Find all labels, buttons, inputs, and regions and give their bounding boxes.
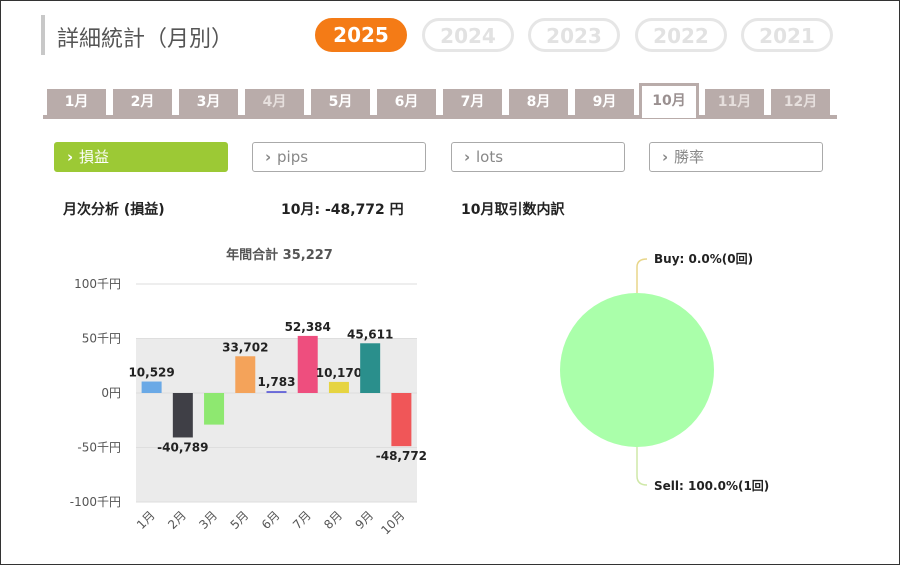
bar	[172, 393, 193, 438]
bar-data-label: 45,611	[347, 327, 393, 341]
pie-slice	[560, 293, 714, 447]
y-tick-label: 100千円	[74, 277, 121, 291]
chevron-right-icon: ›	[67, 148, 74, 166]
bar-data-label: 10,170	[316, 366, 362, 380]
tab-month-10[interactable]: 10月	[639, 83, 699, 118]
x-tick-label: 2月	[165, 508, 189, 532]
x-tick-label: 6月	[259, 508, 283, 532]
tab-month-1[interactable]: 1月	[47, 89, 106, 115]
tab-month-3[interactable]: 3月	[179, 89, 238, 115]
x-tick-label: 1月	[134, 508, 158, 532]
y-tick-label: 0円	[101, 386, 121, 400]
filter-label: pips	[277, 148, 309, 166]
x-tick-label: 10月	[378, 508, 407, 537]
tab-month-9[interactable]: 9月	[575, 89, 634, 115]
bar-data-label: 1,783	[258, 375, 296, 389]
x-tick-label: 9月	[353, 508, 377, 532]
bar	[141, 381, 162, 393]
filter-button-winrate[interactable]: › 勝率	[649, 142, 823, 172]
month-result: 10月: -48,772 円	[281, 202, 404, 218]
filter-label: 勝率	[674, 148, 705, 166]
breakdown-label: 10月取引数内訳	[461, 202, 565, 218]
tab-month-11[interactable]: 11月	[705, 89, 764, 115]
bar	[266, 391, 287, 393]
chevron-right-icon: ›	[662, 148, 669, 166]
bar-data-label: 52,384	[285, 320, 331, 334]
x-tick-label: 8月	[321, 508, 345, 532]
tab-month-7[interactable]: 7月	[443, 89, 502, 115]
chevron-right-icon: ›	[464, 148, 471, 166]
month-tabs: 1月 2月 3月 4月 5月 6月 7月 8月 9月 10月 11月 12月	[43, 83, 837, 119]
tab-month-2[interactable]: 2月	[113, 89, 172, 115]
page-title: 詳細統計（月別）	[57, 27, 234, 52]
y-tick-label: -50千円	[77, 441, 121, 455]
bar-data-label: 10,529	[128, 366, 174, 380]
pie-label: Sell: 100.0%(1回)	[654, 479, 769, 493]
pie-leader-line	[636, 258, 648, 293]
y-tick-label: -100千円	[70, 495, 121, 509]
bar	[235, 356, 256, 393]
tab-month-4[interactable]: 4月	[245, 89, 304, 115]
year-button-2024[interactable]: 2024	[422, 18, 514, 52]
y-tick-label: 50千円	[82, 332, 121, 346]
year-button-2022[interactable]: 2022	[635, 18, 727, 52]
filter-button-lots[interactable]: › lots	[451, 142, 625, 172]
bar	[204, 393, 225, 425]
monthly-pnl-bar-chart: 年間合計 35,227 100千円 50千円 0円 -50千円 -100千円 10,529 1…	[70, 247, 427, 537]
chart-band-bottom	[136, 447, 417, 502]
year-button-2021[interactable]: 2021	[741, 18, 833, 52]
chevron-right-icon: ›	[265, 148, 272, 166]
bar-data-label: 33,702	[222, 340, 268, 354]
bar	[328, 381, 349, 393]
tab-month-5[interactable]: 5月	[311, 89, 370, 115]
chart-title: 年間合計 35,227	[226, 247, 333, 263]
tab-underline	[43, 115, 837, 119]
pie-label: Buy: 0.0%(0回)	[654, 252, 753, 266]
filter-button-pips[interactable]: › pips	[252, 142, 426, 172]
x-tick-label: 5月	[228, 508, 252, 532]
title-bar: 詳細統計（月別）	[41, 15, 233, 55]
bar	[391, 393, 412, 447]
filter-label: lots	[476, 148, 504, 166]
tab-month-8[interactable]: 8月	[509, 89, 568, 115]
tab-month-12[interactable]: 12月	[771, 89, 830, 115]
filter-label: 損益	[79, 148, 110, 166]
tab-month-6[interactable]: 6月	[377, 89, 436, 115]
x-tick-label: 7月	[290, 508, 314, 532]
year-button-2025[interactable]: 2025	[315, 18, 407, 52]
bar-data-label: -40,789	[157, 440, 208, 454]
x-tick-label: 3月	[196, 508, 220, 532]
analysis-label: 月次分析 (損益)	[63, 202, 165, 218]
bar-data-label: -48,772	[376, 449, 427, 463]
year-button-2023[interactable]: 2023	[528, 18, 620, 52]
bar	[360, 343, 381, 393]
bar	[297, 335, 318, 393]
pie-leader-line	[636, 447, 648, 486]
filter-button-pnl[interactable]: › 損益	[54, 142, 228, 172]
